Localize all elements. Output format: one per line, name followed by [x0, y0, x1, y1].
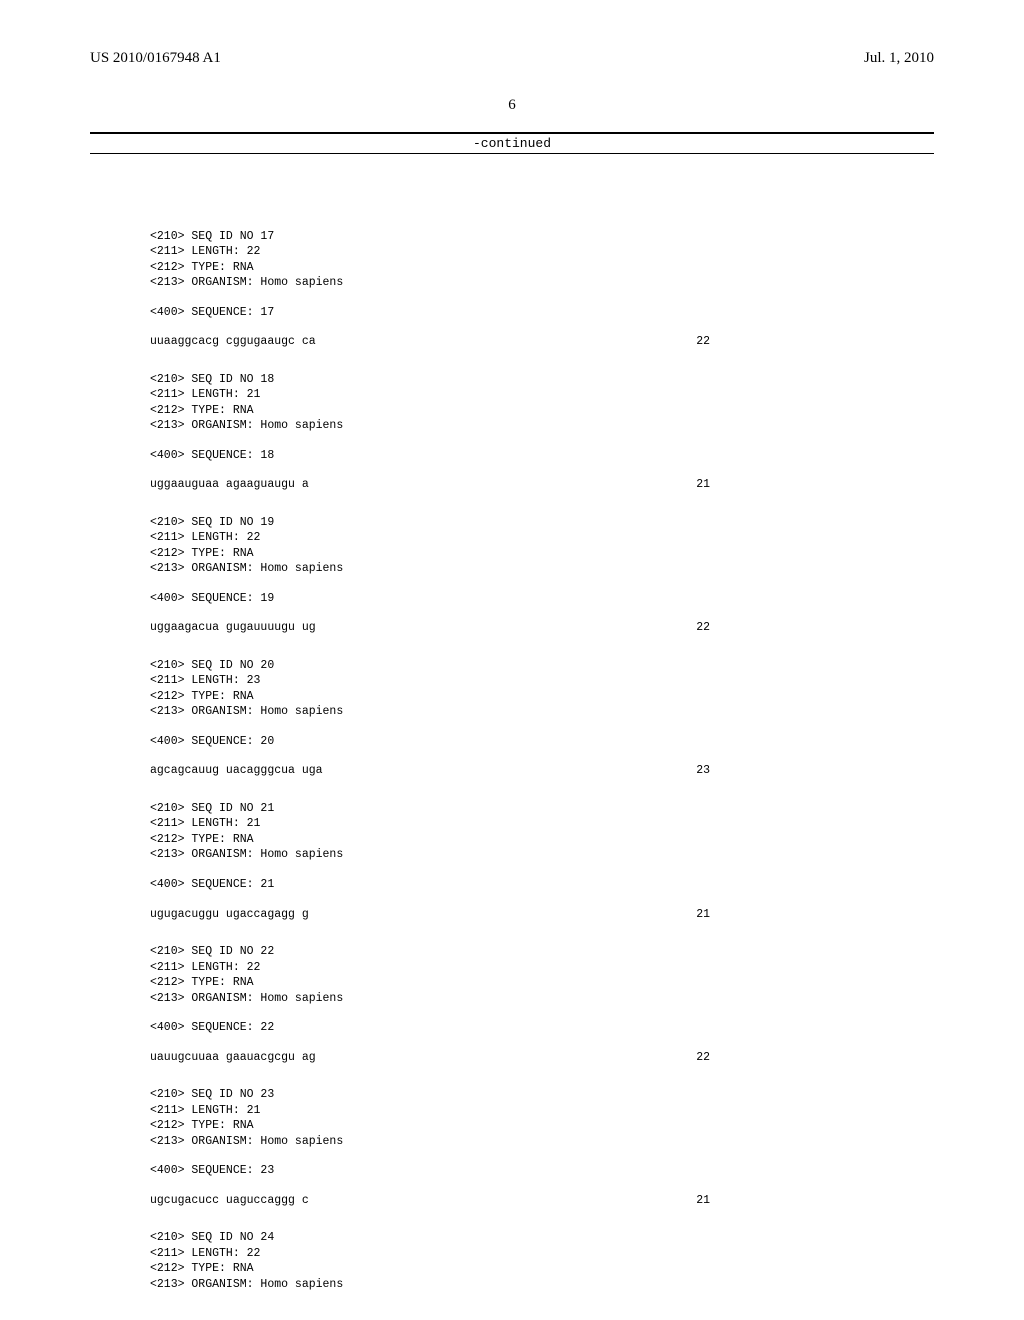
- seq-sequence-text: uggaagacua gugauuuugu ug: [150, 620, 316, 636]
- seq-sequence-label: <400> SEQUENCE: 17: [150, 305, 934, 321]
- seq-length-value: 23: [696, 763, 710, 779]
- seq-type-line: <212> TYPE: RNA: [150, 689, 934, 705]
- seq-sequence-row: agcagcauug uacagggcua uga 23: [150, 763, 710, 779]
- seq-id-line: <210> SEQ ID NO 21: [150, 801, 934, 817]
- continued-label: -continued: [90, 132, 934, 154]
- sequence-entry: <210> SEQ ID NO 22<211> LENGTH: 22<212> …: [150, 944, 934, 1065]
- seq-length-value: 21: [696, 1193, 710, 1209]
- seq-type-line: <212> TYPE: RNA: [150, 403, 934, 419]
- seq-sequence-label: <400> SEQUENCE: 18: [150, 448, 934, 464]
- seq-sequence-row: uauugcuuaa gaauacgcgu ag 22: [150, 1050, 710, 1066]
- seq-sequence-label: <400> SEQUENCE: 20: [150, 734, 934, 750]
- sequence-entry: <210> SEQ ID NO 18<211> LENGTH: 21<212> …: [150, 372, 934, 493]
- sequence-entry: <210> SEQ ID NO 21<211> LENGTH: 21<212> …: [150, 801, 934, 922]
- seq-length-line: <211> LENGTH: 21: [150, 1103, 934, 1119]
- seq-sequence-text: agcagcauug uacagggcua uga: [150, 763, 323, 779]
- seq-organism-line: <213> ORGANISM: Homo sapiens: [150, 1277, 934, 1293]
- seq-sequence-label: <400> SEQUENCE: 23: [150, 1163, 934, 1179]
- seq-length-line: <211> LENGTH: 22: [150, 244, 934, 260]
- seq-sequence-text: uggaauguaa agaaguaugu a: [150, 477, 309, 493]
- seq-organism-line: <213> ORGANISM: Homo sapiens: [150, 275, 934, 291]
- seq-organism-line: <213> ORGANISM: Homo sapiens: [150, 847, 934, 863]
- sequence-entry: <210> SEQ ID NO 23<211> LENGTH: 21<212> …: [150, 1087, 934, 1208]
- seq-length-line: <211> LENGTH: 22: [150, 960, 934, 976]
- seq-sequence-label: <400> SEQUENCE: 21: [150, 877, 934, 893]
- seq-sequence-text: uuaaggcacg cggugaaugc ca: [150, 334, 316, 350]
- seq-id-line: <210> SEQ ID NO 22: [150, 944, 934, 960]
- seq-sequence-label: <400> SEQUENCE: 22: [150, 1020, 934, 1036]
- sequence-entry: <210> SEQ ID NO 17<211> LENGTH: 22<212> …: [150, 229, 934, 350]
- seq-sequence-row: ugugacuggu ugaccagagg g 21: [150, 907, 710, 923]
- seq-organism-line: <213> ORGANISM: Homo sapiens: [150, 1134, 934, 1150]
- sequence-entry: <210> SEQ ID NO 24<211> LENGTH: 22<212> …: [150, 1230, 934, 1292]
- seq-sequence-text: uauugcuuaa gaauacgcgu ag: [150, 1050, 316, 1066]
- seq-length-line: <211> LENGTH: 21: [150, 816, 934, 832]
- seq-type-line: <212> TYPE: RNA: [150, 1261, 934, 1277]
- sequence-entry: <210> SEQ ID NO 20<211> LENGTH: 23<212> …: [150, 658, 934, 779]
- seq-id-line: <210> SEQ ID NO 17: [150, 229, 934, 245]
- seq-sequence-row: uggaagacua gugauuuugu ug 22: [150, 620, 710, 636]
- sequence-listing: <210> SEQ ID NO 17<211> LENGTH: 22<212> …: [150, 182, 934, 1292]
- seq-type-line: <212> TYPE: RNA: [150, 260, 934, 276]
- seq-length-value: 22: [696, 620, 710, 636]
- seq-sequence-row: uggaauguaa agaaguaugu a 21: [150, 477, 710, 493]
- seq-length-value: 21: [696, 477, 710, 493]
- page-container: US 2010/0167948 A1 Jul. 1, 2010 6 -conti…: [0, 0, 1024, 1320]
- sequence-entry: <210> SEQ ID NO 19<211> LENGTH: 22<212> …: [150, 515, 934, 636]
- seq-organism-line: <213> ORGANISM: Homo sapiens: [150, 418, 934, 434]
- seq-id-line: <210> SEQ ID NO 20: [150, 658, 934, 674]
- seq-type-line: <212> TYPE: RNA: [150, 832, 934, 848]
- seq-length-line: <211> LENGTH: 23: [150, 673, 934, 689]
- seq-type-line: <212> TYPE: RNA: [150, 546, 934, 562]
- seq-id-line: <210> SEQ ID NO 23: [150, 1087, 934, 1103]
- seq-sequence-row: ugcugacucc uaguccaggg c 21: [150, 1193, 710, 1209]
- seq-length-line: <211> LENGTH: 22: [150, 1246, 934, 1262]
- seq-id-line: <210> SEQ ID NO 19: [150, 515, 934, 531]
- seq-length-line: <211> LENGTH: 22: [150, 530, 934, 546]
- seq-length-value: 22: [696, 334, 710, 350]
- seq-sequence-text: ugcugacucc uaguccaggg c: [150, 1193, 309, 1209]
- seq-sequence-row: uuaaggcacg cggugaaugc ca 22: [150, 334, 710, 350]
- seq-sequence-text: ugugacuggu ugaccagagg g: [150, 907, 309, 923]
- seq-id-line: <210> SEQ ID NO 24: [150, 1230, 934, 1246]
- seq-length-line: <211> LENGTH: 21: [150, 387, 934, 403]
- seq-organism-line: <213> ORGANISM: Homo sapiens: [150, 561, 934, 577]
- seq-id-line: <210> SEQ ID NO 18: [150, 372, 934, 388]
- header-left: US 2010/0167948 A1: [90, 50, 221, 67]
- seq-length-value: 22: [696, 1050, 710, 1066]
- seq-type-line: <212> TYPE: RNA: [150, 975, 934, 991]
- page-number: 6: [90, 97, 934, 114]
- seq-organism-line: <213> ORGANISM: Homo sapiens: [150, 991, 934, 1007]
- header-right: Jul. 1, 2010: [864, 50, 934, 67]
- seq-length-value: 21: [696, 907, 710, 923]
- seq-type-line: <212> TYPE: RNA: [150, 1118, 934, 1134]
- seq-organism-line: <213> ORGANISM: Homo sapiens: [150, 704, 934, 720]
- page-header: US 2010/0167948 A1 Jul. 1, 2010: [90, 50, 934, 67]
- seq-sequence-label: <400> SEQUENCE: 19: [150, 591, 934, 607]
